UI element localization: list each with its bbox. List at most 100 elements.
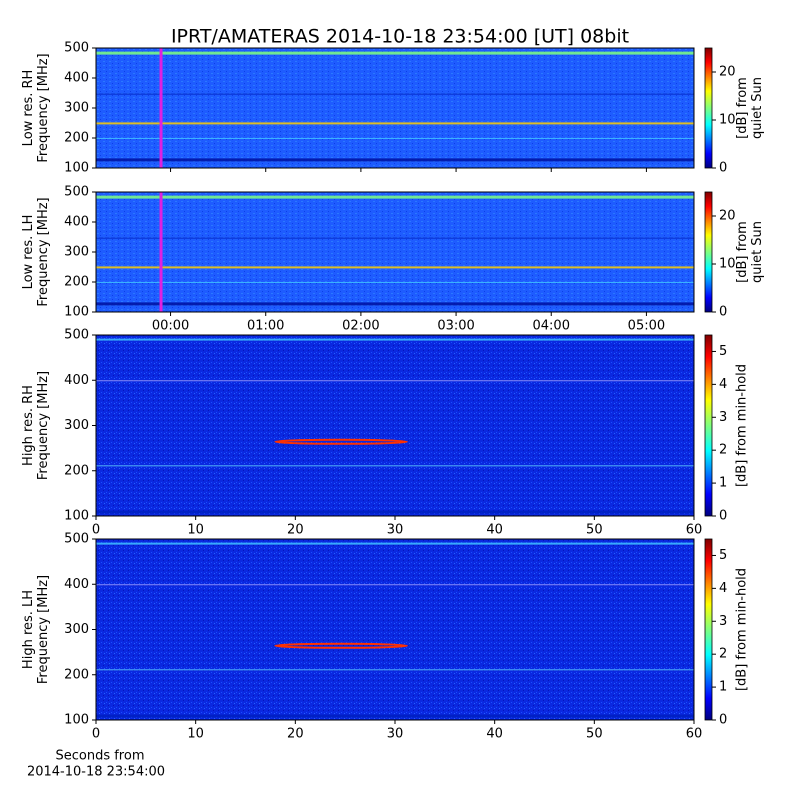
colorbar-tick-label: 20: [719, 209, 736, 224]
x-axis-label: Seconds from: [55, 749, 144, 764]
colorbar-tick-label: 0: [719, 305, 727, 320]
x-tick-label: 03:00: [437, 319, 474, 334]
colorbar-tick-label: 4: [719, 581, 727, 596]
x-tick-label: 20: [287, 523, 304, 538]
y-tick-label: 300: [64, 101, 89, 116]
x-tick-label: 02:00: [342, 319, 379, 334]
x-tick-label: 20: [287, 727, 304, 742]
y-tick-label: 500: [64, 532, 89, 547]
y-axis-label: Low res. RH: [21, 70, 36, 147]
texture: [96, 380, 694, 382]
texture: [96, 338, 694, 341]
x-tick-label: 30: [387, 523, 404, 538]
y-tick-label: 400: [64, 373, 89, 388]
colorbar: [704, 334, 713, 517]
time-marker: [159, 192, 163, 312]
colorbar: [704, 538, 713, 721]
x-tick-label: 00:00: [152, 319, 189, 334]
y-tick-label: 300: [64, 245, 89, 260]
figure-title: IPRT/AMATERAS 2014-10-18 23:54:00 [UT] 0…: [171, 26, 629, 48]
y-tick-label: 300: [64, 622, 89, 637]
y-tick-label: 300: [64, 418, 89, 433]
x-tick-label: 50: [586, 523, 603, 538]
texture: [96, 158, 694, 162]
spectrogram: [96, 48, 694, 168]
y-axis-label: Frequency [MHz]: [36, 53, 51, 162]
texture: [96, 93, 694, 95]
colorbar-tick-label: 0: [719, 161, 727, 176]
x-tick-label: 0: [92, 523, 100, 538]
colorbar-label: [dB] from min-hold: [735, 364, 750, 487]
y-axis-label: High res. RH: [21, 385, 36, 466]
colorbar-tick-label: 10: [719, 257, 736, 272]
y-tick-label: 400: [64, 577, 89, 592]
colorbar-label: [dB] from: [735, 77, 750, 139]
x-tick-label: 10: [187, 727, 204, 742]
texture: [274, 642, 408, 649]
x-tick-label: 05:00: [628, 319, 665, 334]
texture: [96, 237, 694, 239]
spectrogram: [96, 539, 694, 720]
y-tick-label: 200: [64, 463, 89, 478]
texture: [96, 542, 694, 545]
x-axis-label: 2014-10-18 23:54:00: [27, 765, 165, 780]
colorbar-label: quiet Sun: [750, 221, 765, 283]
x-tick-label: 40: [486, 727, 503, 742]
y-tick-label: 100: [64, 509, 89, 524]
colorbar-tick-label: 2: [719, 647, 727, 662]
x-tick-label: 04:00: [533, 319, 570, 334]
texture: [96, 714, 694, 718]
x-tick-label: 30: [387, 727, 404, 742]
x-tick-label: 60: [686, 727, 703, 742]
colorbar-tick-label: 0: [719, 713, 727, 728]
colorbar-tick-label: 20: [719, 65, 736, 80]
y-axis-label: Frequency [MHz]: [36, 371, 51, 480]
colorbar-tick-label: 3: [719, 410, 727, 425]
y-tick-label: 100: [64, 713, 89, 728]
y-tick-label: 100: [64, 161, 89, 176]
colorbar-tick-label: 10: [719, 113, 736, 128]
spectrogram: [96, 192, 694, 312]
texture: [96, 122, 694, 125]
colorbar-tick-label: 1: [719, 680, 727, 695]
texture: [96, 138, 694, 139]
texture: [96, 195, 694, 199]
x-tick-label: 10: [187, 523, 204, 538]
y-tick-label: 100: [64, 305, 89, 320]
texture: [96, 266, 694, 269]
texture: [96, 669, 694, 671]
colorbar-tick-label: 5: [719, 548, 727, 563]
time-marker: [159, 48, 163, 168]
y-tick-label: 400: [64, 71, 89, 86]
colorbar-label: [dB] from min-hold: [735, 568, 750, 691]
y-tick-label: 200: [64, 667, 89, 682]
y-axis-label: Low res. LH: [21, 215, 36, 290]
texture: [96, 282, 694, 283]
colorbar-label: [dB] from: [735, 221, 750, 283]
texture: [96, 584, 694, 586]
colorbar: [704, 191, 713, 313]
x-tick-label: 50: [586, 727, 603, 742]
y-axis-label: Frequency [MHz]: [36, 575, 51, 684]
texture: [96, 465, 694, 467]
y-tick-label: 200: [64, 275, 89, 290]
spectrogram: [96, 335, 694, 516]
y-tick-label: 200: [64, 131, 89, 146]
x-tick-label: 0: [92, 727, 100, 742]
colorbar-tick-label: 3: [719, 614, 727, 629]
x-tick-label: 01:00: [247, 319, 284, 334]
y-axis-label: High res. LH: [21, 590, 36, 669]
colorbar-tick-label: 5: [719, 344, 727, 359]
colorbar-tick-label: 1: [719, 476, 727, 491]
y-axis-label: Frequency [MHz]: [36, 197, 51, 306]
colorbar: [704, 47, 713, 169]
texture: [274, 438, 408, 445]
y-tick-label: 500: [64, 328, 89, 343]
texture: [96, 51, 694, 55]
texture: [96, 302, 694, 306]
x-tick-label: 40: [486, 523, 503, 538]
x-tick-label: 60: [686, 523, 703, 538]
y-tick-label: 400: [64, 215, 89, 230]
colorbar-tick-label: 4: [719, 377, 727, 392]
